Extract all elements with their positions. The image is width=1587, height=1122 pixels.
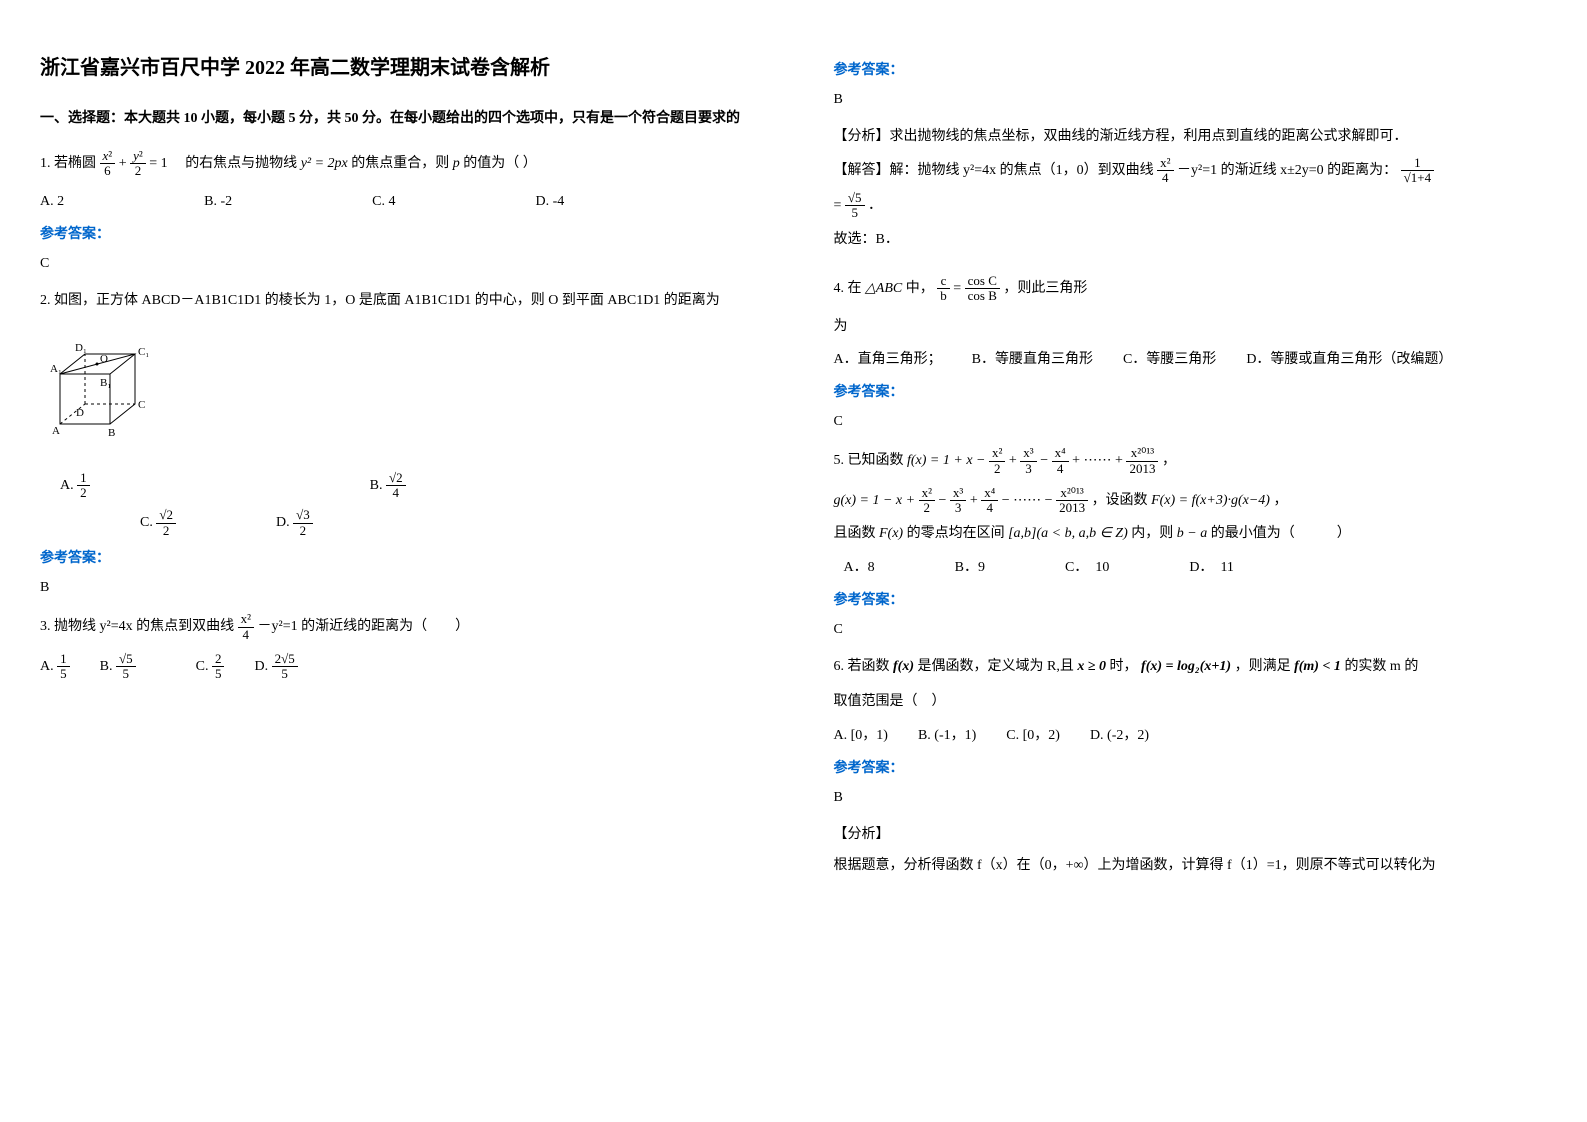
answer-label-4: 参考答案： [834,380,1548,405]
q1-eq: = 1 [149,156,167,171]
q1-optD: D. -4 [535,189,564,214]
answer-label-5: 参考答案： [834,588,1548,613]
left-column: 浙江省嘉兴市百尺中学 2022 年高二数学理期末试卷含解析 一、选择题：本大题共… [0,0,794,1122]
q5-optA: A．8 [844,555,875,580]
answer-4: C [834,409,1548,434]
question-1: 1. 若椭圆 x²6 + y²2 = 1 的右焦点与抛物线 y² = 2px 的… [40,149,754,179]
question-6: 6. 若函数 f(x) 是偶函数，定义域为 R,且 x ≥ 0 时， f(x) … [834,654,1548,679]
cube-label-B1: B₁ [100,377,111,389]
solve-3-conclusion: 故选：B． [834,227,1548,252]
answer-6: B [834,785,1548,810]
analysis-6: 根据题意，分析得函数 f（x）在（0，+∞）上为增函数，计算得 f（1）=1，则… [834,853,1548,878]
answer-1: C [40,251,754,276]
q6-optC: C. [0，2) [1006,723,1060,748]
q2-optD: D. √32 [276,508,313,538]
q5-optC: C． 10 [1065,555,1109,580]
q6-line2: 取值范围是（ ） [834,689,1548,714]
q2-optC: C. √22 [140,508,176,538]
q3-optB: B. √55 [100,652,136,682]
cube-label-D1: D₁ [75,342,87,354]
q6-optD: D. (-2，2) [1090,723,1149,748]
q3-optA: A. 15 [40,652,70,682]
cube-label-A1: A₁ [50,363,62,375]
q4-optA: A．直角三角形； [834,347,942,372]
q1-suffix: 的右焦点与抛物线 [185,156,297,171]
q5-options: A．8 B．9 C． 10 D． 11 [834,555,1548,580]
q6-options: A. [0，1) B. (-1，1) C. [0，2) D. (-2，2) [834,723,1548,748]
solve-3: 【解答】解：抛物线 y²=4x 的焦点（1，0）到双曲线 x²4 －y²=1 的… [834,156,1548,186]
q1-optA: A. 2 [40,189,64,214]
analysis-6-label: 【分析】 [834,822,1548,847]
question-4: 4. 在 △ABC 中， cb = cos Ccos B ，则此三角形 [834,274,1548,304]
q4-optC: C．等腰三角形 [1123,347,1216,372]
q5-optD: D． 11 [1189,555,1234,580]
question-5: 5. 已知函数 f(x) = 1 + x − x²2 + x³3 − x⁴4 +… [834,446,1548,476]
q2-options-row2: C. √22 D. √32 [40,508,754,538]
q5-optB: B．9 [955,555,985,580]
cube-label-O: O [100,353,108,365]
q6-optA: A. [0，1) [834,723,888,748]
q3-suffix: －y²=1 的渐近线的距离为（ ） [258,619,470,634]
q3-options: A. 15 B. √55 C. 25 D. 2√55 [40,652,754,682]
q1-optB: B. -2 [204,189,232,214]
q3-optC: C. 25 [196,652,225,682]
q4-line2: 为 [834,314,1548,339]
question-2: 2. 如图，正方体 ABCD－A1B1C1D1 的棱长为 1，O 是底面 A1B… [40,288,754,313]
q4-options: A．直角三角形； B．等腰直角三角形 C．等腰三角形 D．等腰或直角三角形（改编… [834,347,1548,372]
q3-optD: D. 2√55 [254,652,297,682]
q1-tail: 的焦点重合，则 [351,156,449,171]
answer-2: B [40,575,754,600]
answer-5: C [834,617,1548,642]
answer-label-6: 参考答案： [834,756,1548,781]
q1-frac1: x²6 [100,149,116,179]
right-column: 参考答案： B 【分析】求出抛物线的焦点坐标，双曲线的渐近线方程，利用点到直线的… [794,0,1587,1122]
q1-p: p [453,156,460,171]
q4-optB: B．等腰直角三角形 [972,347,1093,372]
q2-optB: B. √24 [370,471,406,501]
q2-options-row1: A. 12 B. √24 [40,471,754,501]
q2-optA: A. 12 [60,471,90,501]
q4-optD: D．等腰或直角三角形（改编题） [1246,347,1452,372]
cube-label-B: B [108,427,115,439]
q5-g: g(x) = 1 − x + x²2 − x³3 + x⁴4 − ⋯⋯ − x²… [834,486,1548,516]
q1-options: A. 2 B. -2 C. 4 D. -4 [40,189,754,214]
answer-label-3: 参考答案： [834,58,1548,83]
cube-diagram: A B C D A₁ B₁ C₁ D₁ O [50,339,160,439]
cube-label-C: C [138,399,145,411]
page-title: 浙江省嘉兴市百尺中学 2022 年高二数学理期末试卷含解析 [40,50,754,86]
q1-tail2: 的值为（ ） [463,156,537,171]
cube-label-C1: C₁ [138,346,149,358]
analysis-3: 【分析】求出抛物线的焦点坐标，双曲线的渐近线方程，利用点到直线的距离公式求解即可… [834,124,1548,149]
cube-label-A: A [52,425,60,437]
question-3: 3. 抛物线 y²=4x 的焦点到双曲线 x²4 －y²=1 的渐近线的距离为（… [40,612,754,642]
q6-optB: B. (-1，1) [918,723,976,748]
q1-parabola: y² = 2px [301,156,348,171]
q1-optC: C. 4 [372,189,395,214]
answer-3: B [834,87,1548,112]
section-header: 一、选择题：本大题共 10 小题，每小题 5 分，共 50 分。在每小题给出的四… [40,106,754,131]
answer-label-1: 参考答案： [40,222,754,247]
q3-prefix: 3. 抛物线 y²=4x 的焦点到双曲线 [40,619,234,634]
cube-label-D: D [76,407,84,419]
q1-prefix: 1. 若椭圆 [40,156,96,171]
answer-label-2: 参考答案： [40,546,754,571]
q1-frac2: y²2 [130,149,146,179]
q5-line3: 且函数 F(x) 的零点均在区间 [a,b](a < b, a,b ∈ Z) 内… [834,521,1548,546]
solve-3b: = √55 ． [834,191,1548,221]
